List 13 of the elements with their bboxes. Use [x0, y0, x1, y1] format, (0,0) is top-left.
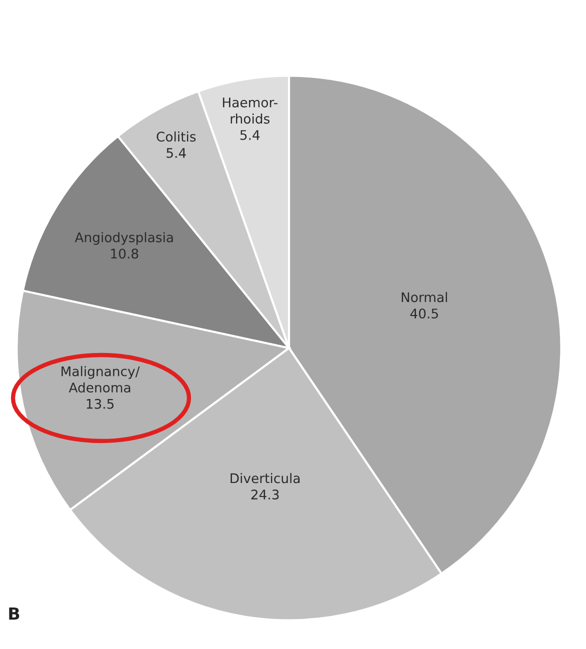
data-label: 24.3 — [251, 490, 279, 500]
slice-label: Normal — [402, 292, 448, 302]
slice-label: Colitis — [156, 131, 196, 142]
data-label: 10.8 — [111, 248, 138, 259]
slice-label: Diverticula — [230, 473, 300, 484]
slice-label: Angiodysplasia — [74, 232, 173, 245]
slice-label: Malignancy/ Adenoma — [62, 366, 140, 393]
text: B — [9, 607, 20, 620]
data-label: 13.5 — [86, 398, 114, 409]
slice-label: Haemor- rhoids — [222, 98, 278, 124]
data-label: 5.4 — [166, 148, 186, 158]
data-label: 40.5 — [410, 308, 438, 319]
data-label: 5.4 — [240, 130, 260, 140]
